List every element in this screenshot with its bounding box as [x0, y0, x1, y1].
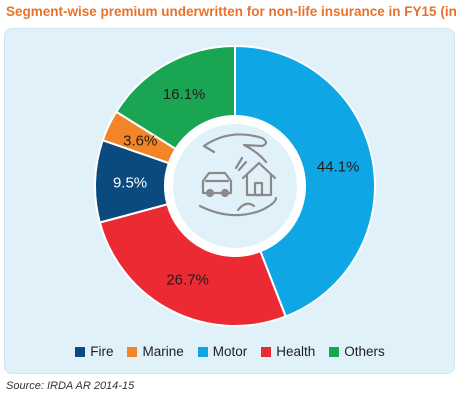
- slice-label-health: 26.7%: [166, 272, 209, 289]
- chart-legend: Fire Marine Motor Health Others: [0, 344, 460, 359]
- slice-label-marine: 3.6%: [123, 133, 157, 150]
- hand-protecting-car-and-house-icon: [198, 133, 278, 217]
- legend-swatch: [127, 346, 138, 357]
- legend-label: Fire: [90, 344, 114, 359]
- legend-swatch: [197, 346, 208, 357]
- legend-item-motor: Motor: [197, 344, 248, 359]
- slice-label-fire: 9.5%: [113, 174, 147, 191]
- chart-title: Segment-wise premium underwritten for no…: [6, 4, 460, 19]
- legend-label: Others: [344, 344, 385, 359]
- chart-source: Source: IRDA AR 2014-15: [6, 380, 135, 392]
- legend-item-marine: Marine: [127, 344, 184, 359]
- legend-swatch: [261, 346, 272, 357]
- legend-label: Motor: [212, 344, 248, 359]
- legend-swatch: [329, 346, 340, 357]
- slice-label-others: 16.1%: [163, 86, 206, 103]
- donut-slice-labels: 44.1% 26.7% 9.5% 3.6% 16.1%: [113, 86, 360, 289]
- slice-label-motor: 44.1%: [317, 159, 360, 176]
- legend-swatch: [75, 346, 86, 357]
- donut-slices: [94, 44, 376, 327]
- donut-center-disc: [173, 124, 297, 248]
- legend-item-health: Health: [261, 344, 315, 359]
- legend-item-others: Others: [329, 344, 385, 359]
- legend-label: Marine: [142, 344, 184, 359]
- legend-item-fire: Fire: [75, 344, 113, 359]
- legend-label: Health: [276, 344, 316, 359]
